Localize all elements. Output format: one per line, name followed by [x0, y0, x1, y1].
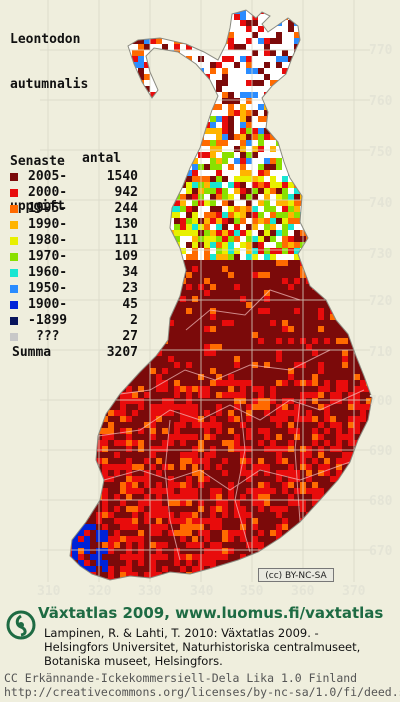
legend-label: -1899	[28, 313, 68, 328]
legend-title-line2: uppgift	[10, 199, 65, 214]
x-tick: 360	[291, 584, 315, 599]
legend-label: 2005-	[28, 169, 68, 184]
x-tick: 340	[190, 584, 214, 599]
citation-line2: Helsingfors Universitet, Naturhistoriska…	[44, 640, 361, 654]
legend-row: -1899 2	[10, 314, 140, 328]
legend-summa-label: Summa	[12, 345, 52, 360]
license-line1: CC Erkännande-Ickekommersiell-Dela Lika …	[4, 671, 358, 685]
legend-count-header: antal	[82, 151, 122, 166]
y-tick: 690	[369, 444, 393, 459]
legend-swatch	[10, 301, 18, 309]
y-tick: 770	[369, 43, 393, 58]
legend-swatch	[10, 173, 18, 181]
y-tick: 680	[369, 494, 393, 509]
legend-swatch	[10, 189, 18, 197]
legend-label: 1960-	[28, 265, 68, 280]
legend-swatch	[10, 237, 18, 245]
legend-count: 244	[114, 201, 138, 216]
y-tick: 730	[369, 247, 393, 262]
luomus-logo-icon	[6, 610, 36, 640]
legend-swatch	[10, 269, 18, 277]
legend-summa-count: 3207	[106, 345, 138, 360]
x-tick: 310	[37, 584, 61, 599]
legend-row: 1900- 45	[10, 298, 140, 312]
y-tick: 750	[369, 145, 393, 160]
x-tick: 370	[342, 584, 366, 599]
species-title: Leontodon autumnalis	[10, 2, 88, 107]
legend-swatch	[10, 253, 18, 261]
legend-row: 1970- 109	[10, 250, 140, 264]
y-tick: 720	[369, 294, 393, 309]
x-tick: 320	[88, 584, 112, 599]
y-tick: 700	[369, 394, 393, 409]
atlas-brand[interactable]: Växtatlas 2009, www.luomus.fi/vaxtatlas	[38, 604, 384, 622]
legend-count: 111	[114, 233, 138, 248]
legend-count: 942	[114, 185, 138, 200]
legend-summa-row: Summa 3207	[10, 346, 140, 360]
cc-license-badge[interactable]: (cc) BY-NC-SA	[258, 568, 334, 582]
legend-count: 27	[122, 329, 138, 344]
legend-label: 1950-	[28, 281, 68, 296]
legend-label: 1980-	[28, 233, 68, 248]
legend-count: 23	[122, 281, 138, 296]
x-tick: 330	[138, 584, 162, 599]
license-url[interactable]: http://creativecommons.org/licenses/by-n…	[4, 685, 400, 699]
citation-line3: Botaniska museet, Helsingfors.	[44, 654, 223, 668]
y-tick: 760	[369, 94, 393, 109]
legend-row: 1980- 111	[10, 234, 140, 248]
legend-label: 1900-	[28, 297, 68, 312]
legend-label: 1970-	[28, 249, 68, 264]
legend-swatch	[10, 205, 18, 213]
y-tick: 670	[369, 544, 393, 559]
legend-swatch	[10, 285, 18, 293]
legend-count: 1540	[106, 169, 138, 184]
legend-row: 2000- 942	[10, 186, 140, 200]
citation-line1: Lampinen, R. & Lahti, T. 2010: Växtatlas…	[44, 626, 319, 640]
legend-label: 1990-	[28, 217, 68, 232]
legend-row: 1995- 244	[10, 202, 140, 216]
legend-swatch	[10, 333, 18, 341]
legend-label: 1995-	[28, 201, 68, 216]
legend-row: 2005- 1540	[10, 170, 140, 184]
legend-count: 109	[114, 249, 138, 264]
legend-swatch	[10, 221, 18, 229]
legend-row: 1990- 130	[10, 218, 140, 232]
y-tick: 740	[369, 196, 393, 211]
legend-label: ???	[36, 329, 60, 344]
legend-count: 130	[114, 217, 138, 232]
legend-row: 1960- 34	[10, 266, 140, 280]
y-tick: 710	[369, 345, 393, 360]
x-tick: 350	[240, 584, 264, 599]
legend-count: 45	[122, 297, 138, 312]
legend-row: 1950- 23	[10, 282, 140, 296]
species-title-line1: Leontodon	[10, 32, 81, 47]
species-title-line2: autumnalis	[10, 77, 89, 92]
legend-swatch	[10, 317, 18, 325]
legend-count: 34	[122, 265, 138, 280]
legend-title: Senaste uppgift	[10, 124, 65, 229]
legend-count: 2	[130, 313, 138, 328]
legend-label: 2000-	[28, 185, 68, 200]
legend-title-line1: Senaste	[10, 154, 65, 169]
legend-row: ??? 27	[10, 330, 140, 344]
